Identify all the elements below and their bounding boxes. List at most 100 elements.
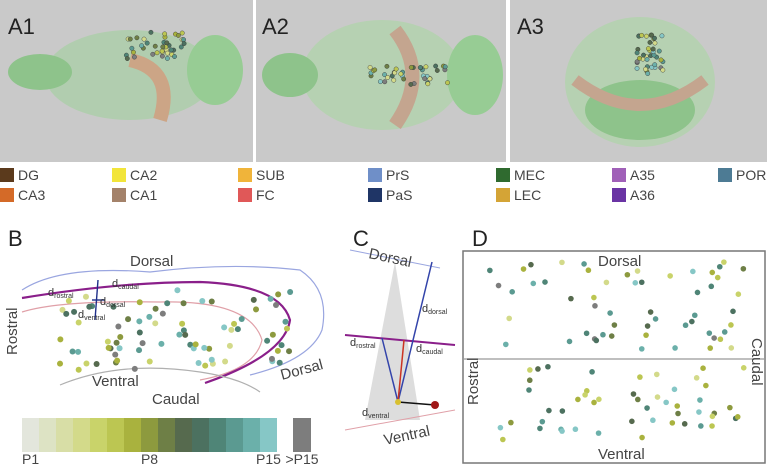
dot bbox=[539, 418, 546, 425]
dot bbox=[174, 287, 181, 294]
neuron bbox=[139, 43, 144, 49]
dot bbox=[624, 271, 631, 278]
subscript: rostral bbox=[356, 343, 376, 350]
dot bbox=[709, 423, 715, 429]
d: d bbox=[350, 337, 356, 349]
scale-swatch bbox=[141, 418, 158, 452]
dot bbox=[707, 345, 714, 351]
dot bbox=[637, 374, 643, 380]
subscript: caudal bbox=[118, 284, 139, 291]
dot bbox=[487, 267, 493, 274]
neuron bbox=[181, 37, 186, 43]
d: d bbox=[416, 343, 422, 355]
dot bbox=[125, 316, 132, 323]
dot bbox=[535, 366, 541, 372]
scale-swatch bbox=[124, 418, 141, 452]
legend-label: CA2 bbox=[130, 167, 157, 183]
d: d bbox=[112, 278, 118, 290]
neuron bbox=[433, 63, 439, 69]
dot bbox=[644, 323, 651, 329]
dot bbox=[639, 434, 645, 441]
dot bbox=[734, 414, 741, 420]
dot bbox=[269, 331, 276, 338]
dot bbox=[158, 340, 165, 347]
measure bbox=[381, 337, 399, 403]
dot bbox=[650, 417, 656, 424]
dot bbox=[728, 322, 734, 328]
dot bbox=[83, 360, 90, 367]
dot bbox=[583, 330, 590, 337]
dots bbox=[487, 259, 747, 443]
dot bbox=[59, 306, 66, 313]
dot bbox=[117, 333, 124, 340]
dot bbox=[82, 293, 89, 300]
neuron bbox=[385, 75, 390, 80]
outline bbox=[21, 265, 325, 376]
neuron bbox=[649, 32, 655, 38]
label: Caudal bbox=[152, 391, 200, 408]
neuron bbox=[367, 65, 373, 70]
dot bbox=[643, 332, 649, 338]
neuron bbox=[658, 57, 664, 63]
legend-swatch bbox=[0, 188, 14, 202]
label: Ventral bbox=[598, 446, 645, 463]
frame bbox=[462, 250, 766, 464]
label: ddorsal bbox=[422, 303, 448, 316]
scale-swatch bbox=[175, 418, 192, 452]
neuron bbox=[423, 64, 429, 70]
d: d bbox=[100, 296, 106, 308]
dot bbox=[208, 298, 215, 305]
neuron bbox=[634, 50, 640, 56]
label: Dorsal bbox=[279, 356, 325, 384]
dot bbox=[180, 300, 187, 307]
legend-label: SUB bbox=[256, 167, 285, 183]
dot bbox=[276, 359, 283, 366]
dot bbox=[629, 418, 635, 425]
neuron bbox=[652, 40, 658, 46]
neuron bbox=[172, 54, 177, 59]
measure bbox=[397, 401, 436, 406]
neuron bbox=[377, 79, 383, 85]
dot bbox=[735, 291, 742, 297]
legend-swatch bbox=[612, 168, 626, 182]
label: Rostral bbox=[465, 357, 482, 405]
dot bbox=[282, 318, 289, 325]
dot bbox=[585, 267, 592, 274]
neuron bbox=[649, 64, 655, 70]
dot bbox=[180, 327, 187, 334]
dot bbox=[698, 423, 704, 429]
neuron bbox=[644, 33, 649, 39]
neuron bbox=[132, 54, 137, 60]
scale-label: >P15 bbox=[285, 451, 318, 466]
dot bbox=[192, 341, 199, 348]
label: dventral bbox=[78, 309, 106, 322]
dot bbox=[528, 261, 534, 268]
label: dcaudal bbox=[416, 343, 443, 356]
neuron bbox=[652, 62, 658, 68]
dot bbox=[740, 265, 747, 272]
dot bbox=[71, 308, 78, 315]
dot bbox=[506, 315, 512, 322]
dot bbox=[595, 430, 602, 436]
dot bbox=[652, 316, 659, 322]
dot bbox=[542, 279, 548, 285]
legend-label: CA3 bbox=[18, 187, 45, 203]
label: Dorsal bbox=[598, 253, 641, 270]
label: Ventral bbox=[92, 373, 139, 390]
d: d bbox=[48, 287, 54, 299]
dot bbox=[709, 269, 716, 276]
neuron bbox=[129, 45, 135, 51]
dot bbox=[681, 421, 688, 427]
legend-swatch bbox=[238, 168, 252, 182]
subscript: dorsal bbox=[428, 309, 448, 316]
outline bbox=[59, 367, 261, 393]
dot bbox=[75, 348, 82, 355]
dot bbox=[638, 346, 645, 352]
dot bbox=[136, 347, 143, 354]
dot bbox=[674, 403, 681, 409]
scale-swatch bbox=[73, 418, 90, 452]
neuron bbox=[641, 52, 646, 58]
dot bbox=[500, 436, 506, 443]
neuron bbox=[647, 40, 653, 45]
dot bbox=[721, 329, 728, 335]
